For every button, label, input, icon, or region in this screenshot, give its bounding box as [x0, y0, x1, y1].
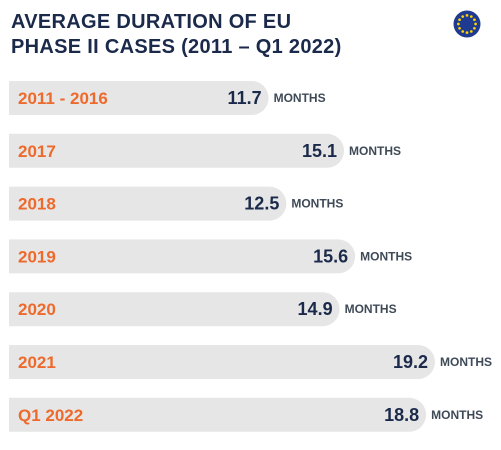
chart-title-line-2: PHASE II CASES (2011 – Q1 2022) — [11, 36, 342, 58]
eu-flag-star-icon — [461, 30, 465, 33]
data-label: 19.2 — [393, 352, 428, 372]
bar — [9, 186, 287, 221]
unit-label: MONTHS — [274, 91, 326, 105]
eu-flag-star-icon — [458, 18, 461, 22]
eu-flag-star-icon — [473, 18, 476, 22]
data-label: 15.6 — [313, 246, 348, 266]
unit-label: MONTHS — [345, 302, 397, 316]
unit-label: MONTHS — [431, 408, 483, 422]
chart-title: AVERAGE DURATION OF EU PHASE II CASES (2… — [11, 10, 431, 60]
unit-label: MONTHS — [440, 355, 492, 369]
category-label: 2017 — [18, 142, 56, 161]
eu-flag-star-icon — [461, 15, 465, 18]
bar — [9, 345, 435, 379]
category-label: 2020 — [18, 300, 56, 319]
unit-label: MONTHS — [349, 144, 401, 158]
bar — [9, 292, 340, 327]
category-label: 2021 — [18, 353, 56, 372]
eu-flag-star-icon — [473, 26, 476, 30]
unit-label: MONTHS — [291, 197, 343, 211]
eu-flag-icon — [453, 10, 481, 38]
category-label: 2019 — [18, 247, 56, 266]
eu-flag-star-icon — [465, 31, 469, 34]
bar — [9, 133, 345, 168]
category-label: 2018 — [18, 195, 56, 214]
unit-label: MONTHS — [360, 249, 412, 263]
eu-flag-star-icon — [458, 26, 461, 30]
data-label: 15.1 — [302, 141, 337, 161]
eu-flag-star-icon — [457, 22, 460, 26]
data-label: 18.8 — [384, 405, 419, 425]
category-label: 2011 - 2016 — [18, 89, 108, 108]
eu-flag-star-icon — [474, 22, 477, 26]
data-label: 12.5 — [244, 194, 279, 214]
bar — [9, 81, 269, 115]
bar — [9, 397, 427, 432]
data-label: 14.9 — [298, 299, 333, 319]
chart-title-line-1: AVERAGE DURATION OF EU — [11, 11, 292, 33]
category-label: Q1 2022 — [18, 406, 83, 425]
data-label: 11.7 — [228, 88, 262, 108]
eu-flag-star-icon — [465, 14, 469, 17]
bar — [9, 239, 356, 274]
eu-flag-star-icon — [469, 30, 473, 33]
eu-flag-star-icon — [469, 15, 473, 18]
